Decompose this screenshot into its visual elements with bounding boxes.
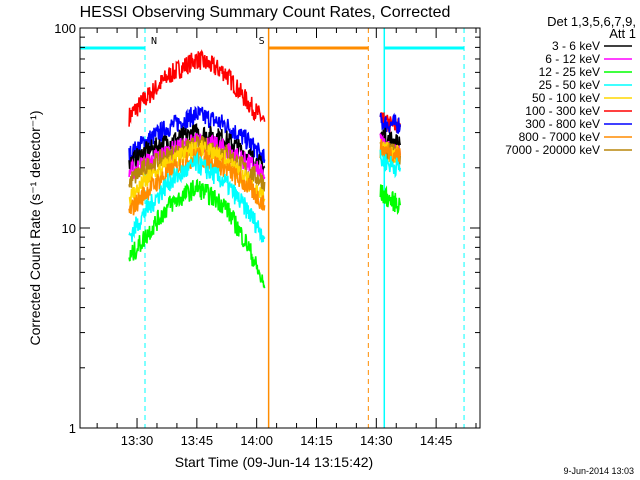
y-tick-label: 10 bbox=[62, 221, 76, 236]
x-tick-label: 14:15 bbox=[300, 433, 333, 448]
legend-header-line-2: Att 1 bbox=[609, 26, 636, 41]
flag-label-2: S bbox=[259, 36, 265, 47]
y-tick-label: 1 bbox=[69, 421, 76, 436]
series-line-300to800keV bbox=[379, 112, 401, 134]
legend-label: 3 - 6 keV bbox=[552, 39, 600, 53]
x-tick-label: 14:30 bbox=[360, 433, 393, 448]
series-line-300to800keV bbox=[128, 105, 266, 167]
footer-timestamp: 9-Jun-2014 13:03 bbox=[563, 466, 634, 476]
series-line-12to25keV bbox=[379, 184, 401, 215]
chart-title: HESSI Observing Summary Count Rates, Cor… bbox=[80, 4, 451, 21]
flag-label-1: N bbox=[151, 36, 157, 47]
x-tick-label: 13:30 bbox=[121, 433, 154, 448]
series-line-100to300keV bbox=[128, 49, 266, 127]
legend-label: 7000 - 20000 keV bbox=[505, 143, 600, 157]
legend-label: 300 - 800 keV bbox=[525, 117, 600, 131]
legend-label: 12 - 25 keV bbox=[539, 65, 600, 79]
legend-label: 800 - 7000 keV bbox=[519, 130, 600, 144]
legend-label: 50 - 100 keV bbox=[532, 91, 600, 105]
x-axis-label: Start Time (09-Jun-14 13:15:42) bbox=[175, 454, 373, 470]
legend-label: 25 - 50 keV bbox=[539, 78, 600, 92]
series-line-12to25keV bbox=[128, 178, 266, 289]
x-tick-label: 13:45 bbox=[181, 433, 214, 448]
y-tick-label: 100 bbox=[54, 21, 76, 36]
x-tick-label: 14:00 bbox=[240, 433, 273, 448]
axes: 13:30 13:45 14:00 14:15 14:30 14:45 1 10 100 bbox=[54, 21, 480, 448]
legend-header-line-1: Det 1,3,5,6,7,9, bbox=[547, 14, 636, 29]
series-line-25to50keV bbox=[128, 150, 266, 243]
x-tick-label: 14:45 bbox=[420, 433, 453, 448]
legend-label: 6 - 12 keV bbox=[545, 52, 600, 66]
legend-label: 100 - 300 keV bbox=[525, 104, 600, 118]
series-line-25to50keV bbox=[379, 149, 401, 179]
y-axis-label: Corrected Count Rate (s⁻¹ detector⁻¹) bbox=[27, 111, 43, 346]
